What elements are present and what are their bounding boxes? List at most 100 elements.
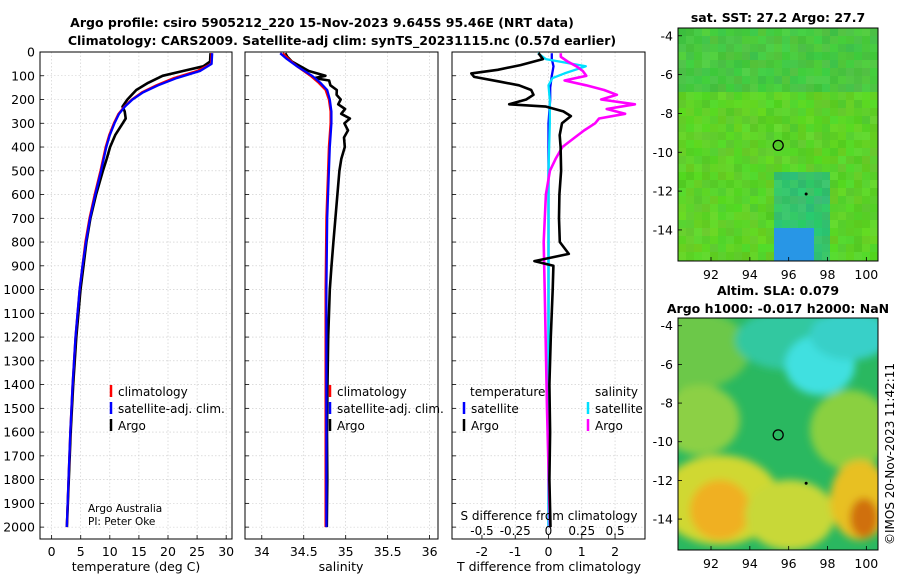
sst-cell [838, 28, 847, 37]
sst-cell [718, 28, 727, 37]
sst-cell [846, 204, 855, 213]
sst-cell [806, 84, 815, 93]
sst-cell [822, 132, 831, 141]
legend-t-satellite-label: satellite [471, 402, 519, 416]
sst-cell [790, 108, 799, 117]
sst-cell [678, 100, 687, 109]
sst-cell [862, 100, 871, 109]
sst-cell [718, 132, 727, 141]
sst-cell [750, 84, 759, 93]
sst-cell [806, 172, 815, 181]
lat-tick-label: -6 [661, 357, 674, 372]
sst-cell [806, 212, 815, 221]
sst-cell [734, 140, 743, 149]
sst-cell [854, 244, 863, 253]
sst-cell [838, 204, 847, 213]
sst-cell [726, 236, 735, 245]
sst-cell [718, 100, 727, 109]
sst-cell [758, 172, 767, 181]
sst-cell [734, 244, 743, 253]
sst-cell [806, 132, 815, 141]
sst-cell [782, 164, 791, 173]
sst-cell [790, 204, 799, 213]
sst-cell [702, 92, 711, 101]
sst-cell [870, 132, 878, 141]
sst-cell [758, 180, 767, 189]
sst-cell [862, 212, 871, 221]
sst-cell [862, 220, 871, 229]
sst-cell [830, 148, 839, 157]
sst-cell [870, 236, 878, 245]
sst-cell [766, 28, 775, 37]
sst-cell [862, 188, 871, 197]
sst-cell [798, 44, 807, 53]
sst-cell [742, 140, 751, 149]
sst-cell [774, 172, 783, 181]
sst-cell [726, 132, 735, 141]
sst-cell [806, 220, 815, 229]
sst-cell [734, 76, 743, 85]
sst-cell [678, 148, 687, 157]
sst-cell [798, 76, 807, 85]
x-tick-label: 0 [48, 544, 56, 559]
sst-cell [710, 156, 719, 165]
sst-cell [862, 244, 871, 253]
sst-cell [686, 100, 695, 109]
sst-cell [758, 68, 767, 77]
sst-cell [862, 156, 871, 165]
sla-blob [678, 385, 740, 455]
sst-cell [742, 68, 751, 77]
sst-cell [798, 220, 807, 229]
sst-cell [854, 196, 863, 205]
sst-cell [814, 36, 823, 45]
sst-cell [854, 124, 863, 133]
sst-cell [838, 244, 847, 253]
sst-cell [702, 100, 711, 109]
sst-cell [814, 132, 823, 141]
sst-cell [710, 236, 719, 245]
sst-cell [734, 172, 743, 181]
sst-cell [766, 228, 775, 237]
sst-cell [750, 76, 759, 85]
sst-cell [766, 252, 775, 261]
x-tick-label: 34 [254, 544, 270, 559]
sst-cell [862, 116, 871, 125]
sst-cell [838, 164, 847, 173]
sst-cell [814, 84, 823, 93]
salinity-xlabel: salinity [319, 559, 364, 574]
sst-cell [790, 228, 799, 237]
sst-cell [838, 124, 847, 133]
sst-cell [774, 52, 783, 61]
sst-cell [710, 244, 719, 253]
sst-cell [774, 76, 783, 85]
depth-tick-label: 1500 [3, 401, 35, 416]
lon-tick-label: 96 [781, 267, 797, 282]
sst-cell [870, 156, 878, 165]
series-line-argo [284, 52, 352, 528]
sst-cell [870, 60, 878, 69]
sst-cell [686, 36, 695, 45]
sst-cell [742, 164, 751, 173]
sst-cell [862, 124, 871, 133]
sst-cell [742, 108, 751, 117]
sst-cell [846, 164, 855, 173]
sst-cell [870, 100, 878, 109]
series-line-t-argo [469, 52, 573, 528]
sst-cell [774, 28, 783, 37]
sst-cell [814, 92, 823, 101]
sst-cell [686, 188, 695, 197]
x-tick-label: 10 [102, 544, 118, 559]
sst-cell [750, 196, 759, 205]
sst-cell [774, 100, 783, 109]
sst-cell [846, 108, 855, 117]
s-tick-label: 0.25 [568, 524, 595, 538]
sst-cell [750, 108, 759, 117]
sst-cell [798, 148, 807, 157]
sst-cell [790, 68, 799, 77]
sst-cell [846, 44, 855, 53]
sst-cell [774, 180, 783, 189]
sst-cell [766, 156, 775, 165]
lon-tick-label: 92 [703, 267, 719, 282]
sst-cell [758, 164, 767, 173]
sst-cell [798, 188, 807, 197]
